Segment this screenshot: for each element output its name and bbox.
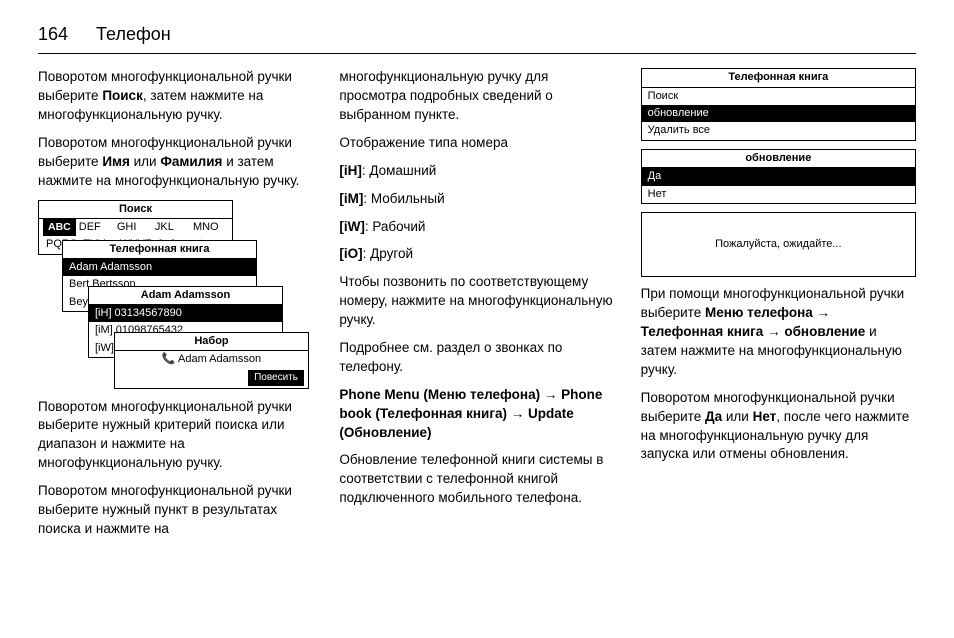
text-bold: Поиск: [102, 88, 143, 103]
paragraph: Подробнее см. раздел о звонках по телефо…: [339, 339, 614, 377]
content-columns: Поворотом многофункциональной ручки выбе…: [38, 68, 916, 548]
text: : Другой: [363, 246, 413, 261]
paragraph: Поворотом многофункциональной ручки выбе…: [641, 389, 916, 465]
cell-selected[interactable]: ABC: [43, 219, 76, 236]
text-bold: Фамилия: [160, 154, 222, 169]
panel-title: Adam Adamsson: [89, 287, 282, 305]
hangup-button[interactable]: Повесить: [248, 370, 304, 386]
panel-title: Телефонная книга: [63, 241, 256, 259]
call-row: 📞 Adam Adamsson: [115, 351, 308, 368]
paragraph: Поворотом многофункциональной ручки выбе…: [38, 68, 313, 125]
heading: Phone Menu (Меню телефона) → Phone book …: [339, 386, 614, 443]
text-bold: [iW]: [339, 219, 364, 234]
list-row-selected[interactable]: обновление: [642, 105, 915, 122]
column-3: Телефонная книга Поиск обновление Удалит…: [641, 68, 916, 548]
button-row: Повесить: [115, 368, 308, 388]
panel-row: ABC DEF GHI JKL MNO: [39, 219, 232, 236]
text: →: [813, 305, 830, 320]
cell[interactable]: GHI: [114, 219, 152, 236]
paragraph: [iO]: Другой: [339, 245, 614, 264]
paragraph: Поворотом многофункциональной ручки выбе…: [38, 134, 313, 191]
text-bold: Телефонная книга: [641, 324, 764, 339]
paragraph: [iW]: Рабочий: [339, 218, 614, 237]
paragraph: Отображение типа номера: [339, 134, 614, 153]
wait-text: Пожалуйста, ожидайте...: [642, 213, 915, 276]
paragraph: При помощи многофункциональ­ной ручки вы…: [641, 285, 916, 379]
text: или: [130, 154, 160, 169]
panel-update: обновление Да Нет: [641, 149, 916, 204]
paragraph: Поворотом многофункциональной ручки выбе…: [38, 398, 313, 474]
page-title: Телефон: [96, 22, 171, 47]
text: или: [722, 409, 752, 424]
paragraph: [iM]: Мобильный: [339, 190, 614, 209]
paragraph: Поворотом многофункциональной ручки выбе…: [38, 482, 313, 539]
cell[interactable]: JKL: [152, 219, 190, 236]
panel-title: Поиск: [39, 201, 232, 219]
ui-cascade: Поиск ABC DEF GHI JKL MNO PQRS TUV WXYZ …: [38, 200, 313, 388]
text-bold: Да: [705, 409, 722, 424]
paragraph: Чтобы позвонить по соответствую­щему ном…: [339, 273, 614, 330]
text: : Рабочий: [365, 219, 426, 234]
panel-phonebook-menu: Телефонная книга Поиск обновление Удалит…: [641, 68, 916, 141]
list-row[interactable]: Нет: [642, 186, 915, 203]
paragraph: [iH]: Домашний: [339, 162, 614, 181]
panel-title: Телефонная книга: [642, 69, 915, 87]
text-bold: [iM]: [339, 191, 363, 206]
page-header: 164 Телефон: [38, 22, 916, 54]
panel-title: Набор: [115, 333, 308, 351]
list-row-selected[interactable]: [iH] 03134567890: [89, 305, 282, 322]
column-1: Поворотом многофункциональной ручки выбе…: [38, 68, 313, 548]
text: →: [763, 324, 784, 339]
panel-wait: Пожалуйста, ожидайте...: [641, 212, 916, 277]
phone-icon: 📞: [162, 353, 176, 365]
text-bold: [iH]: [339, 163, 362, 178]
text: : Домашний: [362, 163, 436, 178]
paragraph: многофункциональную ручку для просмотра …: [339, 68, 614, 125]
cell[interactable]: MNO: [190, 219, 228, 236]
text-bold: Имя: [102, 154, 130, 169]
text-bold: обновление: [784, 324, 865, 339]
list-row[interactable]: Удалить все: [642, 122, 915, 139]
column-2: многофункциональную ручку для просмотра …: [339, 68, 614, 548]
caller-name: Adam Adamsson: [178, 353, 261, 365]
panel-dial: Набор 📞 Adam Adamsson Повесить: [114, 332, 309, 390]
cell[interactable]: DEF: [76, 219, 114, 236]
list-row-selected[interactable]: Да: [642, 168, 915, 185]
text-bold: [iO]: [339, 246, 362, 261]
text: : Мобильный: [363, 191, 444, 206]
list-row-selected[interactable]: Adam Adamsson: [63, 259, 256, 276]
paragraph: Обновление телефонной книги системы в со…: [339, 451, 614, 508]
panel-title: обновление: [642, 150, 915, 168]
page-number: 164: [38, 22, 68, 47]
list-row[interactable]: Поиск: [642, 88, 915, 105]
text-bold: Меню телефона: [705, 305, 813, 320]
text-bold: Нет: [753, 409, 777, 424]
